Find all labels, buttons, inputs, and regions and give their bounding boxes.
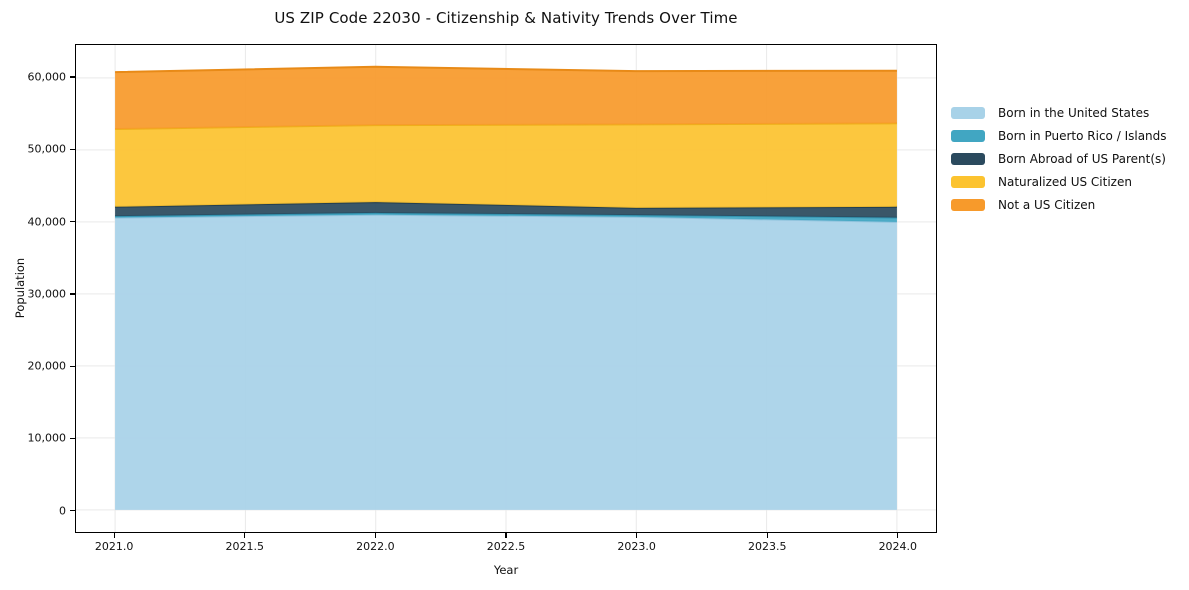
y-tick-mark: [70, 365, 75, 367]
y-tick-mark: [70, 76, 75, 78]
x-tick-label: 2024.0: [878, 540, 918, 553]
x-tick-mark: [897, 533, 899, 538]
area-edge: [115, 65, 897, 74]
x-tick-label: 2022.5: [486, 540, 526, 553]
legend: Born in the United States Born in Puerto …: [951, 101, 1167, 216]
legend-item: Born in the United States: [951, 101, 1167, 124]
area-born-in-the-united-states: [115, 214, 897, 510]
legend-swatch: [951, 129, 985, 142]
stacked-area-chart: [76, 45, 936, 532]
area-born-abroad-of-us-parent-s-: [115, 202, 897, 218]
x-tick-label: 2023.5: [747, 540, 787, 553]
x-tick-mark: [505, 533, 507, 538]
y-tick-label: 50,000: [27, 142, 67, 156]
y-tick-label: 40,000: [27, 215, 67, 229]
legend-label: Born in Puerto Rico / Islands: [998, 128, 1167, 143]
legend-item: Naturalized US Citizen: [951, 170, 1167, 193]
area-not-a-us-citizen: [115, 66, 897, 130]
y-tick-label: 60,000: [27, 70, 67, 84]
legend-label: Naturalized US Citizen: [998, 174, 1132, 189]
x-tick-label: 2022.0: [356, 540, 395, 553]
area-naturalized-us-citizen: [115, 123, 897, 208]
legend-swatch: [951, 152, 985, 165]
y-tick-label: 10,000: [27, 431, 67, 445]
x-tick-label: 2021.0: [94, 540, 134, 553]
legend-item: Born Abroad of US Parent(s): [951, 147, 1167, 170]
legend-item: Born in Puerto Rico / Islands: [951, 124, 1167, 147]
x-tick-mark: [766, 533, 768, 538]
x-axis-label: Year: [493, 563, 519, 577]
plot-area: [75, 44, 937, 533]
y-tick-mark: [70, 221, 75, 223]
x-tick-label: 2023.0: [617, 540, 656, 553]
chart-title: US ZIP Code 22030 - Citizenship & Nativi…: [274, 9, 738, 27]
legend-swatch: [951, 198, 985, 211]
legend-item: Not a US Citizen: [951, 193, 1167, 216]
x-tick-mark: [113, 533, 115, 538]
x-tick-mark: [244, 533, 246, 538]
legend-label: Not a US Citizen: [998, 197, 1096, 212]
y-tick-mark: [70, 293, 75, 295]
y-tick-label: 30,000: [27, 287, 67, 301]
y-tick-label: 0: [59, 504, 66, 518]
y-tick-mark: [70, 148, 75, 150]
y-tick-label: 20,000: [27, 359, 67, 373]
x-tick-label: 2021.5: [225, 540, 265, 553]
legend-label: Born Abroad of US Parent(s): [998, 151, 1166, 166]
legend-swatch: [951, 175, 985, 188]
x-tick-mark: [374, 533, 376, 538]
legend-label: Born in the United States: [998, 105, 1150, 120]
x-tick-mark: [636, 533, 638, 538]
area-born-in-puerto-rico-islands: [115, 212, 897, 222]
legend-swatch: [951, 106, 985, 119]
y-tick-mark: [70, 437, 75, 440]
y-tick-mark: [70, 510, 75, 512]
